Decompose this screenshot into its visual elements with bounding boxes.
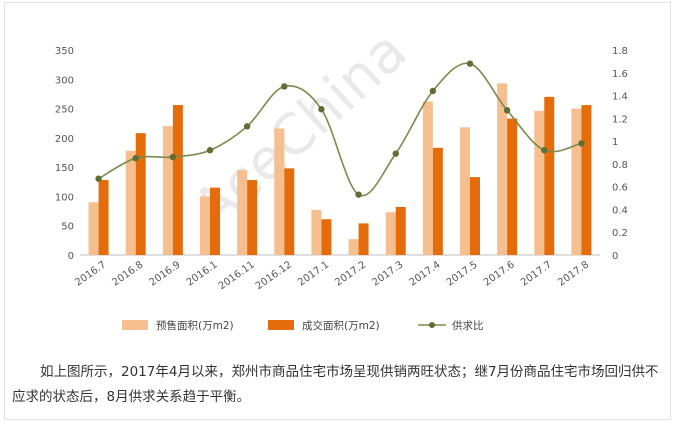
x-tick-label: 2017.4	[408, 259, 443, 288]
x-tick-label: 2017.5	[445, 259, 480, 288]
x-tick-label: 2017.1	[296, 259, 331, 288]
x-tick-label: 2017.6	[482, 259, 517, 288]
x-tick-label: 2016.9	[148, 259, 183, 288]
right-axis-ticks: 0 0.2 0.4 0.6 0.8 1 1.2 1.4 1.6 1.8	[612, 46, 628, 262]
ratio-point	[132, 154, 139, 162]
right-tick-label: 1.8	[612, 46, 628, 57]
x-tick-label: 2017.7	[519, 259, 554, 288]
x-tick-label: 2016.12	[254, 259, 294, 292]
x-tick-label: 2017.8	[556, 259, 591, 288]
legend-swatch-marker	[429, 322, 435, 328]
left-tick-label: 250	[55, 105, 74, 116]
presale-area-bar	[422, 101, 433, 256]
ratio-point	[429, 87, 437, 95]
ratio-point	[281, 83, 288, 90]
ratio-point	[169, 153, 177, 161]
presale-area-bar	[534, 110, 545, 256]
presale-area-bar	[237, 170, 248, 255]
caption-text: 如上图所示，2017年4月以来，郑州市商品住宅市场呈现供销两旺状态；继7月份商品…	[12, 364, 659, 405]
transaction-area-bar	[395, 206, 406, 255]
right-tick-label: 1.2	[612, 114, 628, 125]
right-tick-label: 0.8	[612, 160, 628, 171]
transaction-area-bar	[247, 180, 258, 255]
ratio-point	[392, 150, 399, 157]
legend-swatch	[122, 320, 148, 330]
presale-area-bar	[274, 128, 285, 255]
presale-area-bar	[497, 83, 508, 255]
ratio-point	[95, 175, 102, 182]
presale-area-bar	[125, 150, 136, 255]
transaction-area-bar	[544, 96, 555, 255]
ratio-point	[466, 60, 474, 67]
right-tick-label: 1.6	[612, 69, 628, 80]
left-tick-label: 100	[55, 192, 74, 203]
transaction-area-bar	[284, 168, 295, 255]
ratio-point	[243, 123, 251, 130]
right-tick-label: 0.4	[612, 205, 628, 216]
x-tick-label: 2016.1	[185, 259, 220, 288]
right-tick-label: 1	[612, 137, 618, 148]
chart-frame	[4, 2, 671, 420]
left-tick-label: 300	[55, 75, 74, 86]
transaction-area-bar	[507, 118, 518, 256]
transaction-area-bar	[581, 105, 592, 255]
presale-area-bar	[348, 239, 359, 255]
legend: 预售面积(万m2) 成交面积(万m2) 供求比	[122, 319, 484, 332]
ratio-point	[541, 147, 548, 154]
transaction-area-bar	[321, 219, 332, 255]
transaction-area-bar	[135, 133, 146, 255]
left-tick-label: 350	[55, 46, 74, 57]
legend-swatch	[268, 320, 294, 330]
transaction-area-bar	[98, 180, 109, 255]
transaction-area-bar	[432, 147, 443, 255]
presale-area-bar	[571, 108, 582, 255]
x-tick-label: 2016.11	[217, 259, 257, 292]
presale-area-bar	[385, 212, 396, 255]
left-tick-label: 150	[55, 163, 74, 174]
presale-area-bar	[200, 196, 210, 255]
ratio-point	[355, 191, 362, 198]
left-tick-label: 50	[61, 222, 74, 233]
legend-label: 预售面积(万m2)	[156, 319, 234, 332]
ratio-point	[503, 107, 511, 114]
x-tick-label: 2017.2	[333, 259, 368, 288]
ratio-line-path	[98, 62, 582, 197]
transaction-area-bar	[210, 187, 220, 255]
ratio-point	[578, 140, 585, 147]
legend-label: 供求比	[452, 319, 484, 332]
x-tick-label: 2017.3	[370, 259, 405, 288]
ratio-point	[206, 147, 214, 154]
presale-area-bar	[311, 209, 322, 255]
right-tick-label: 0.6	[612, 183, 628, 194]
left-tick-label: 0	[68, 251, 74, 262]
legend-label: 成交面积(万m2)	[302, 319, 380, 332]
right-tick-label: 0.2	[612, 228, 628, 239]
ratio-point	[318, 106, 325, 113]
transaction-area-bar	[358, 223, 369, 255]
x-tick-label: 2016.7	[73, 259, 108, 288]
presale-area-bar	[88, 202, 99, 255]
presale-area-bar	[162, 126, 173, 256]
left-tick-label: 200	[55, 134, 74, 145]
right-tick-label: 0	[612, 251, 618, 262]
x-tick-label: 2016.8	[110, 259, 145, 288]
bars	[88, 83, 592, 256]
supply-demand-ratio-line	[95, 60, 585, 198]
right-tick-label: 1.4	[612, 92, 628, 103]
transaction-area-bar	[470, 177, 480, 255]
transaction-area-bar	[172, 105, 183, 255]
presale-area-bar	[460, 127, 470, 255]
left-axis-ticks: 0 50 100 150 200 250 300 350	[55, 46, 74, 262]
